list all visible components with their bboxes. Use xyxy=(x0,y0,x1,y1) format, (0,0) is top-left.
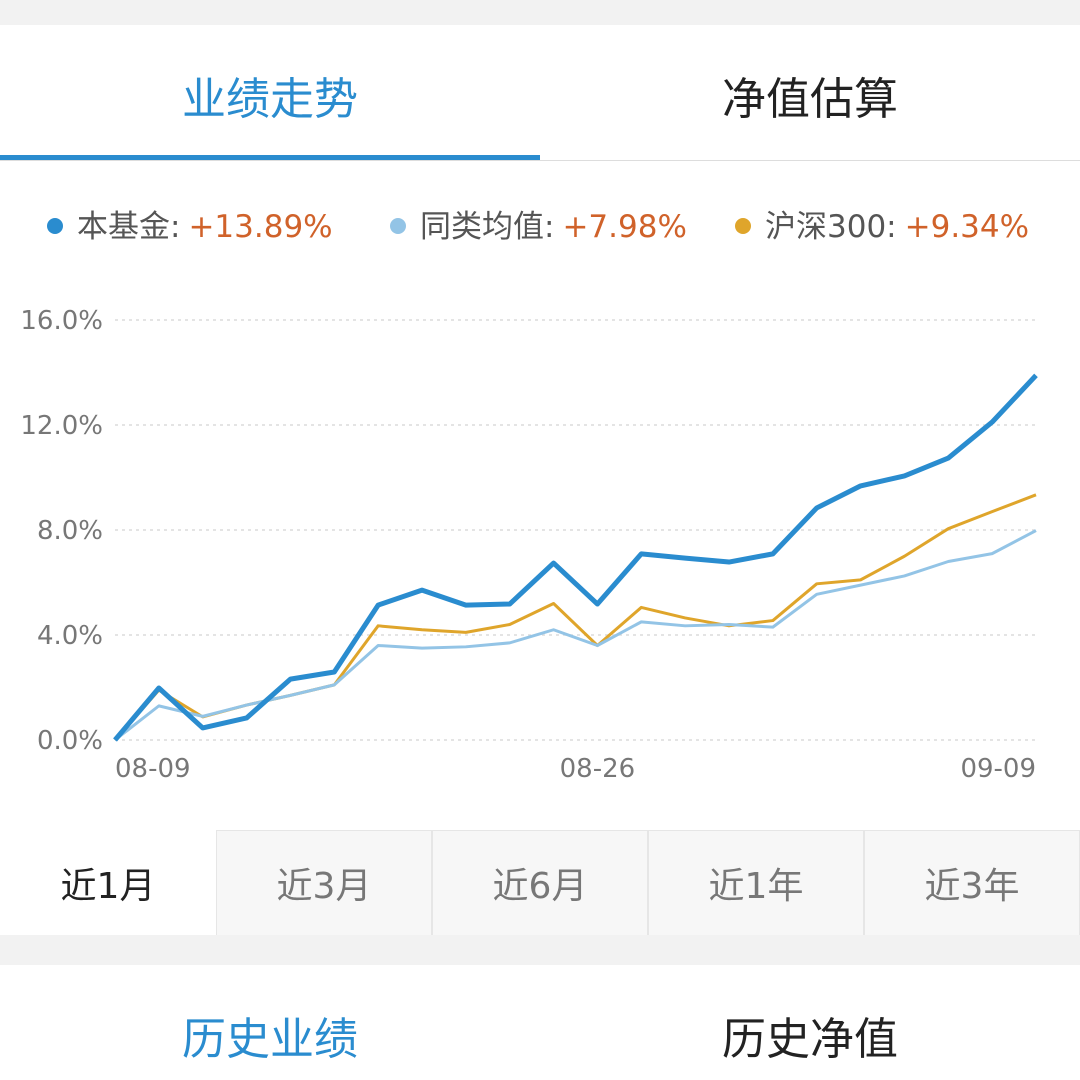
period-tab[interactable]: 近3月 xyxy=(216,830,432,935)
y-tick-label: 12.0% xyxy=(20,411,103,441)
period-tab[interactable]: 近1月 xyxy=(0,830,216,935)
legend-entry: 同类均值: +7.98% xyxy=(420,209,687,245)
tab[interactable]: 历史净值 xyxy=(722,1014,898,1065)
x-tick-label: 08-09 xyxy=(115,754,191,784)
performance-card: 业绩走势 净值估算 0.0% 4.0% 8.0% 12.0% 16.0% 08-09 08-2… xyxy=(0,25,1080,935)
history-card: 历史业绩 历史净值 xyxy=(0,965,1080,1080)
legend-marker xyxy=(390,218,406,234)
legend-entry: 本基金: +13.89% xyxy=(77,209,333,245)
y-tick-label: 16.0% xyxy=(20,306,103,336)
period-tab[interactable]: 近6月 xyxy=(432,830,648,935)
legend-name: 沪深300: xyxy=(765,209,897,245)
period-tabs: 近1月 近3月 近6月 近1年 近3年 xyxy=(0,830,1080,935)
legend-value: +13.89% xyxy=(188,209,332,245)
legend-value: +7.98% xyxy=(562,209,686,245)
series-line xyxy=(113,373,1038,742)
chart: 0.0% 4.0% 8.0% 12.0% 16.0% 08-09 08-26 09-09 本基金… xyxy=(20,209,1038,784)
y-tick-label: 0.0% xyxy=(37,726,103,756)
legend-name: 同类均值: xyxy=(420,209,554,245)
period-tab[interactable]: 近1年 xyxy=(648,830,864,935)
legend-name: 本基金: xyxy=(77,209,180,245)
tab[interactable]: 净值估算 xyxy=(722,74,898,125)
legend-entry: 沪深300: +9.34% xyxy=(765,209,1029,245)
legend-marker xyxy=(735,218,751,234)
period-tab[interactable]: 近3年 xyxy=(864,830,1080,935)
series-line xyxy=(114,529,1037,742)
active-tab-indicator xyxy=(0,155,540,161)
y-tick-label: 4.0% xyxy=(37,621,103,651)
tab[interactable]: 历史业绩 xyxy=(182,1014,358,1065)
divider xyxy=(0,160,1080,161)
x-tick-label: 08-26 xyxy=(560,754,636,784)
legend-marker xyxy=(47,218,63,234)
x-tick-label: 09-09 xyxy=(960,754,1036,784)
legend-value: +9.34% xyxy=(905,209,1029,245)
y-tick-label: 8.0% xyxy=(37,516,103,546)
tab[interactable]: 业绩走势 xyxy=(182,74,358,125)
